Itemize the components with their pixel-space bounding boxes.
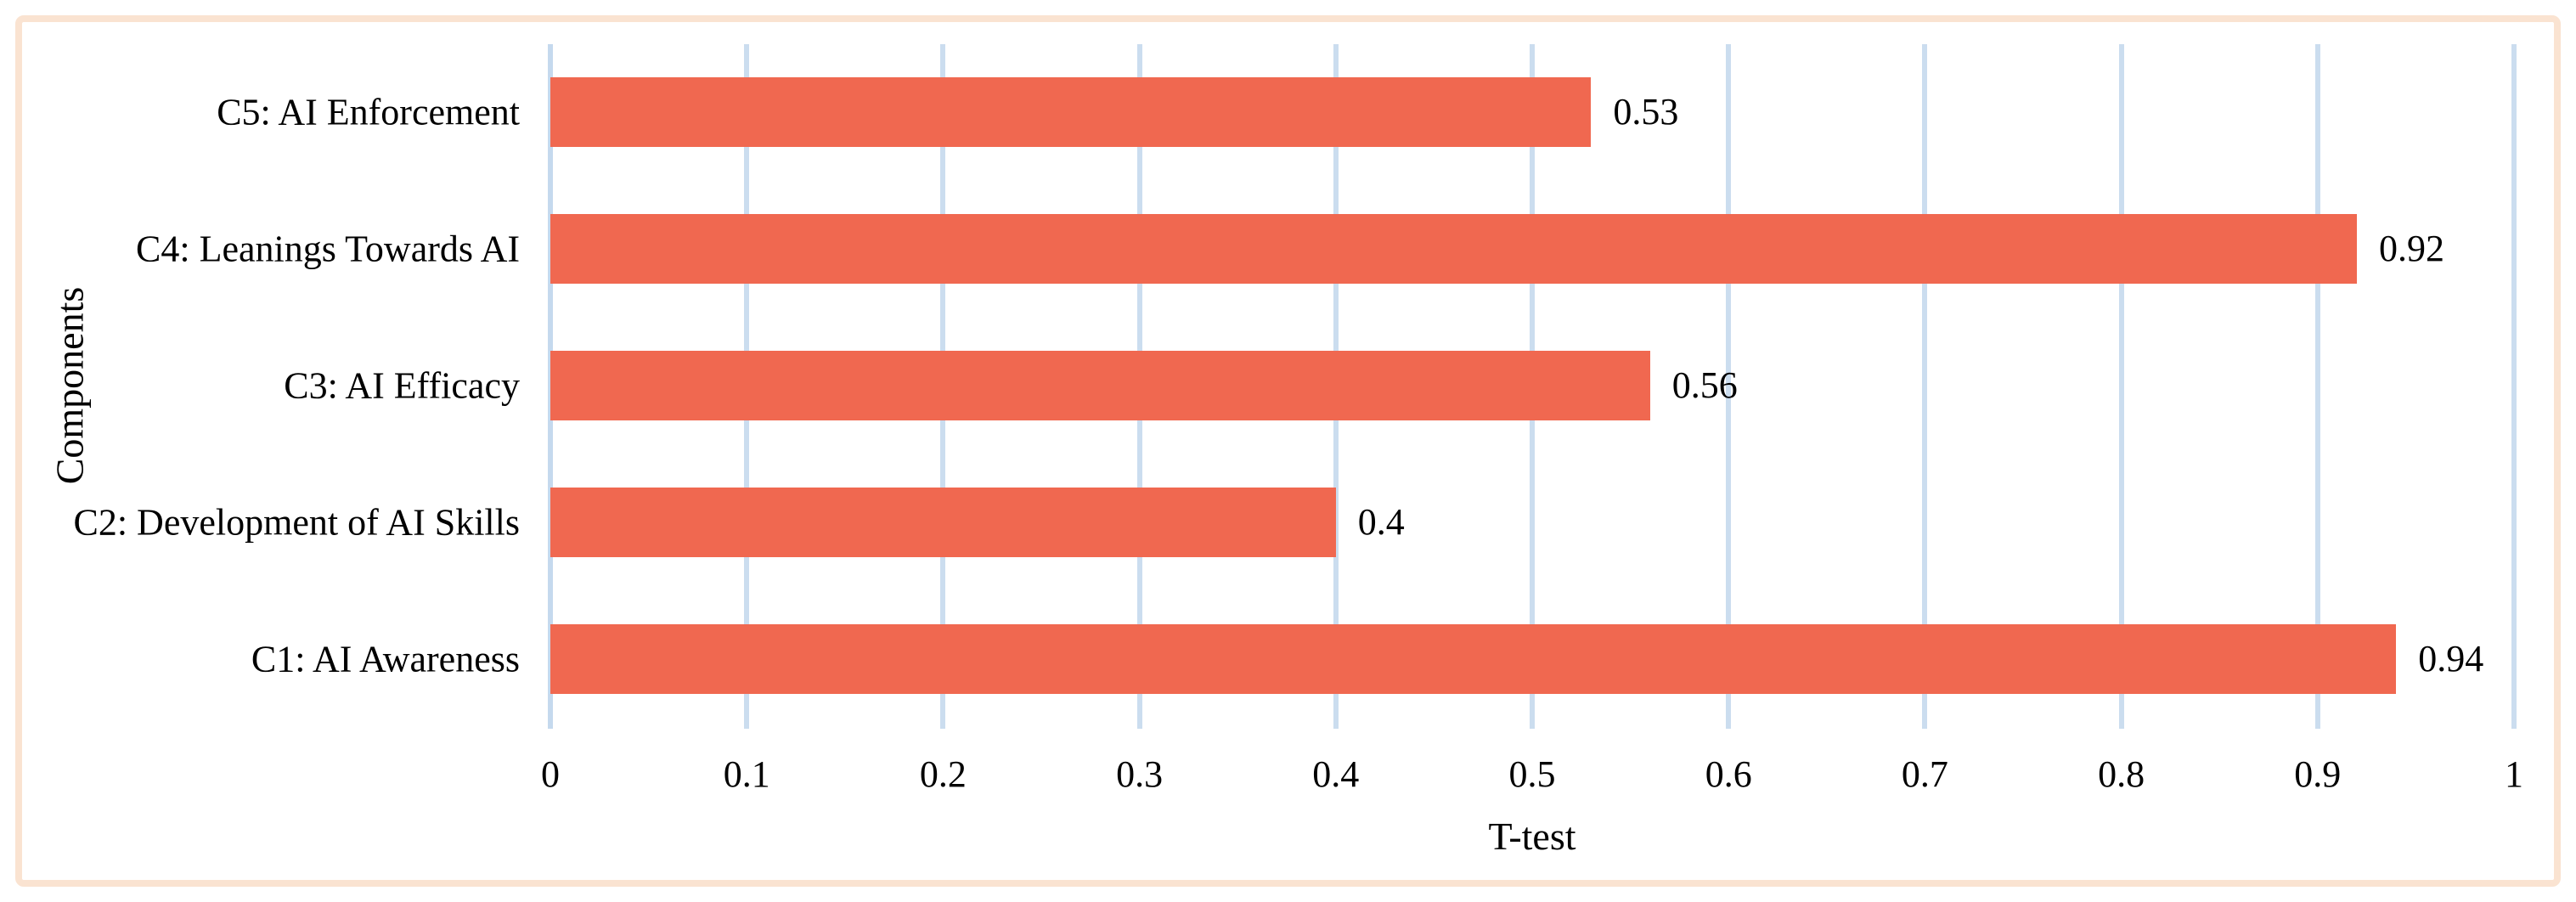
category-label: C5: AI Enforcement [217,91,520,133]
category-axis-labels: C5: AI Enforcement C4: Leanings Towards A… [0,44,520,727]
x-tick-label: 0.9 [2294,753,2342,795]
bar [550,351,1650,420]
x-tick-label: 0.8 [2098,753,2145,795]
x-axis-title: T-test [1488,815,1576,858]
bar-value-label: 0.56 [1671,364,1738,406]
x-tick-label: 1 [2505,753,2523,795]
gridline [2118,44,2124,729]
bar-value-label: 0.92 [2379,228,2445,270]
x-tick-label: 0.6 [1705,753,1752,795]
bar [550,77,1592,148]
x-tick-label: 0.1 [723,753,770,795]
gridline [1922,44,1928,729]
gridline [2314,44,2320,729]
category-label: C2: Development of AI Skills [73,501,520,544]
gridline [2511,44,2517,729]
x-tick-label: 0.2 [919,753,967,795]
bar-value-label: 0.53 [1613,91,1679,133]
category-label: C4: Leanings Towards AI [136,228,520,270]
x-tick-label: 0 [541,753,560,795]
bar-value-label: 0.4 [1357,500,1405,543]
category-label: C3: AI Efficacy [284,364,520,407]
x-tick-label: 0.4 [1312,753,1360,795]
x-tick-label: 0.3 [1116,753,1164,795]
category-label: C1: AI Awareness [251,638,520,680]
bar-value-label: 0.94 [2418,637,2484,679]
gridline [1726,44,1732,729]
bar [550,487,1336,557]
x-tick-label: 0.7 [1901,753,1948,795]
x-tick-label: 0.5 [1508,753,1556,795]
bar [550,623,2397,694]
bar [550,214,2358,285]
plot-area: 0.53 0.92 0.56 0.4 0.94 [548,44,2517,729]
